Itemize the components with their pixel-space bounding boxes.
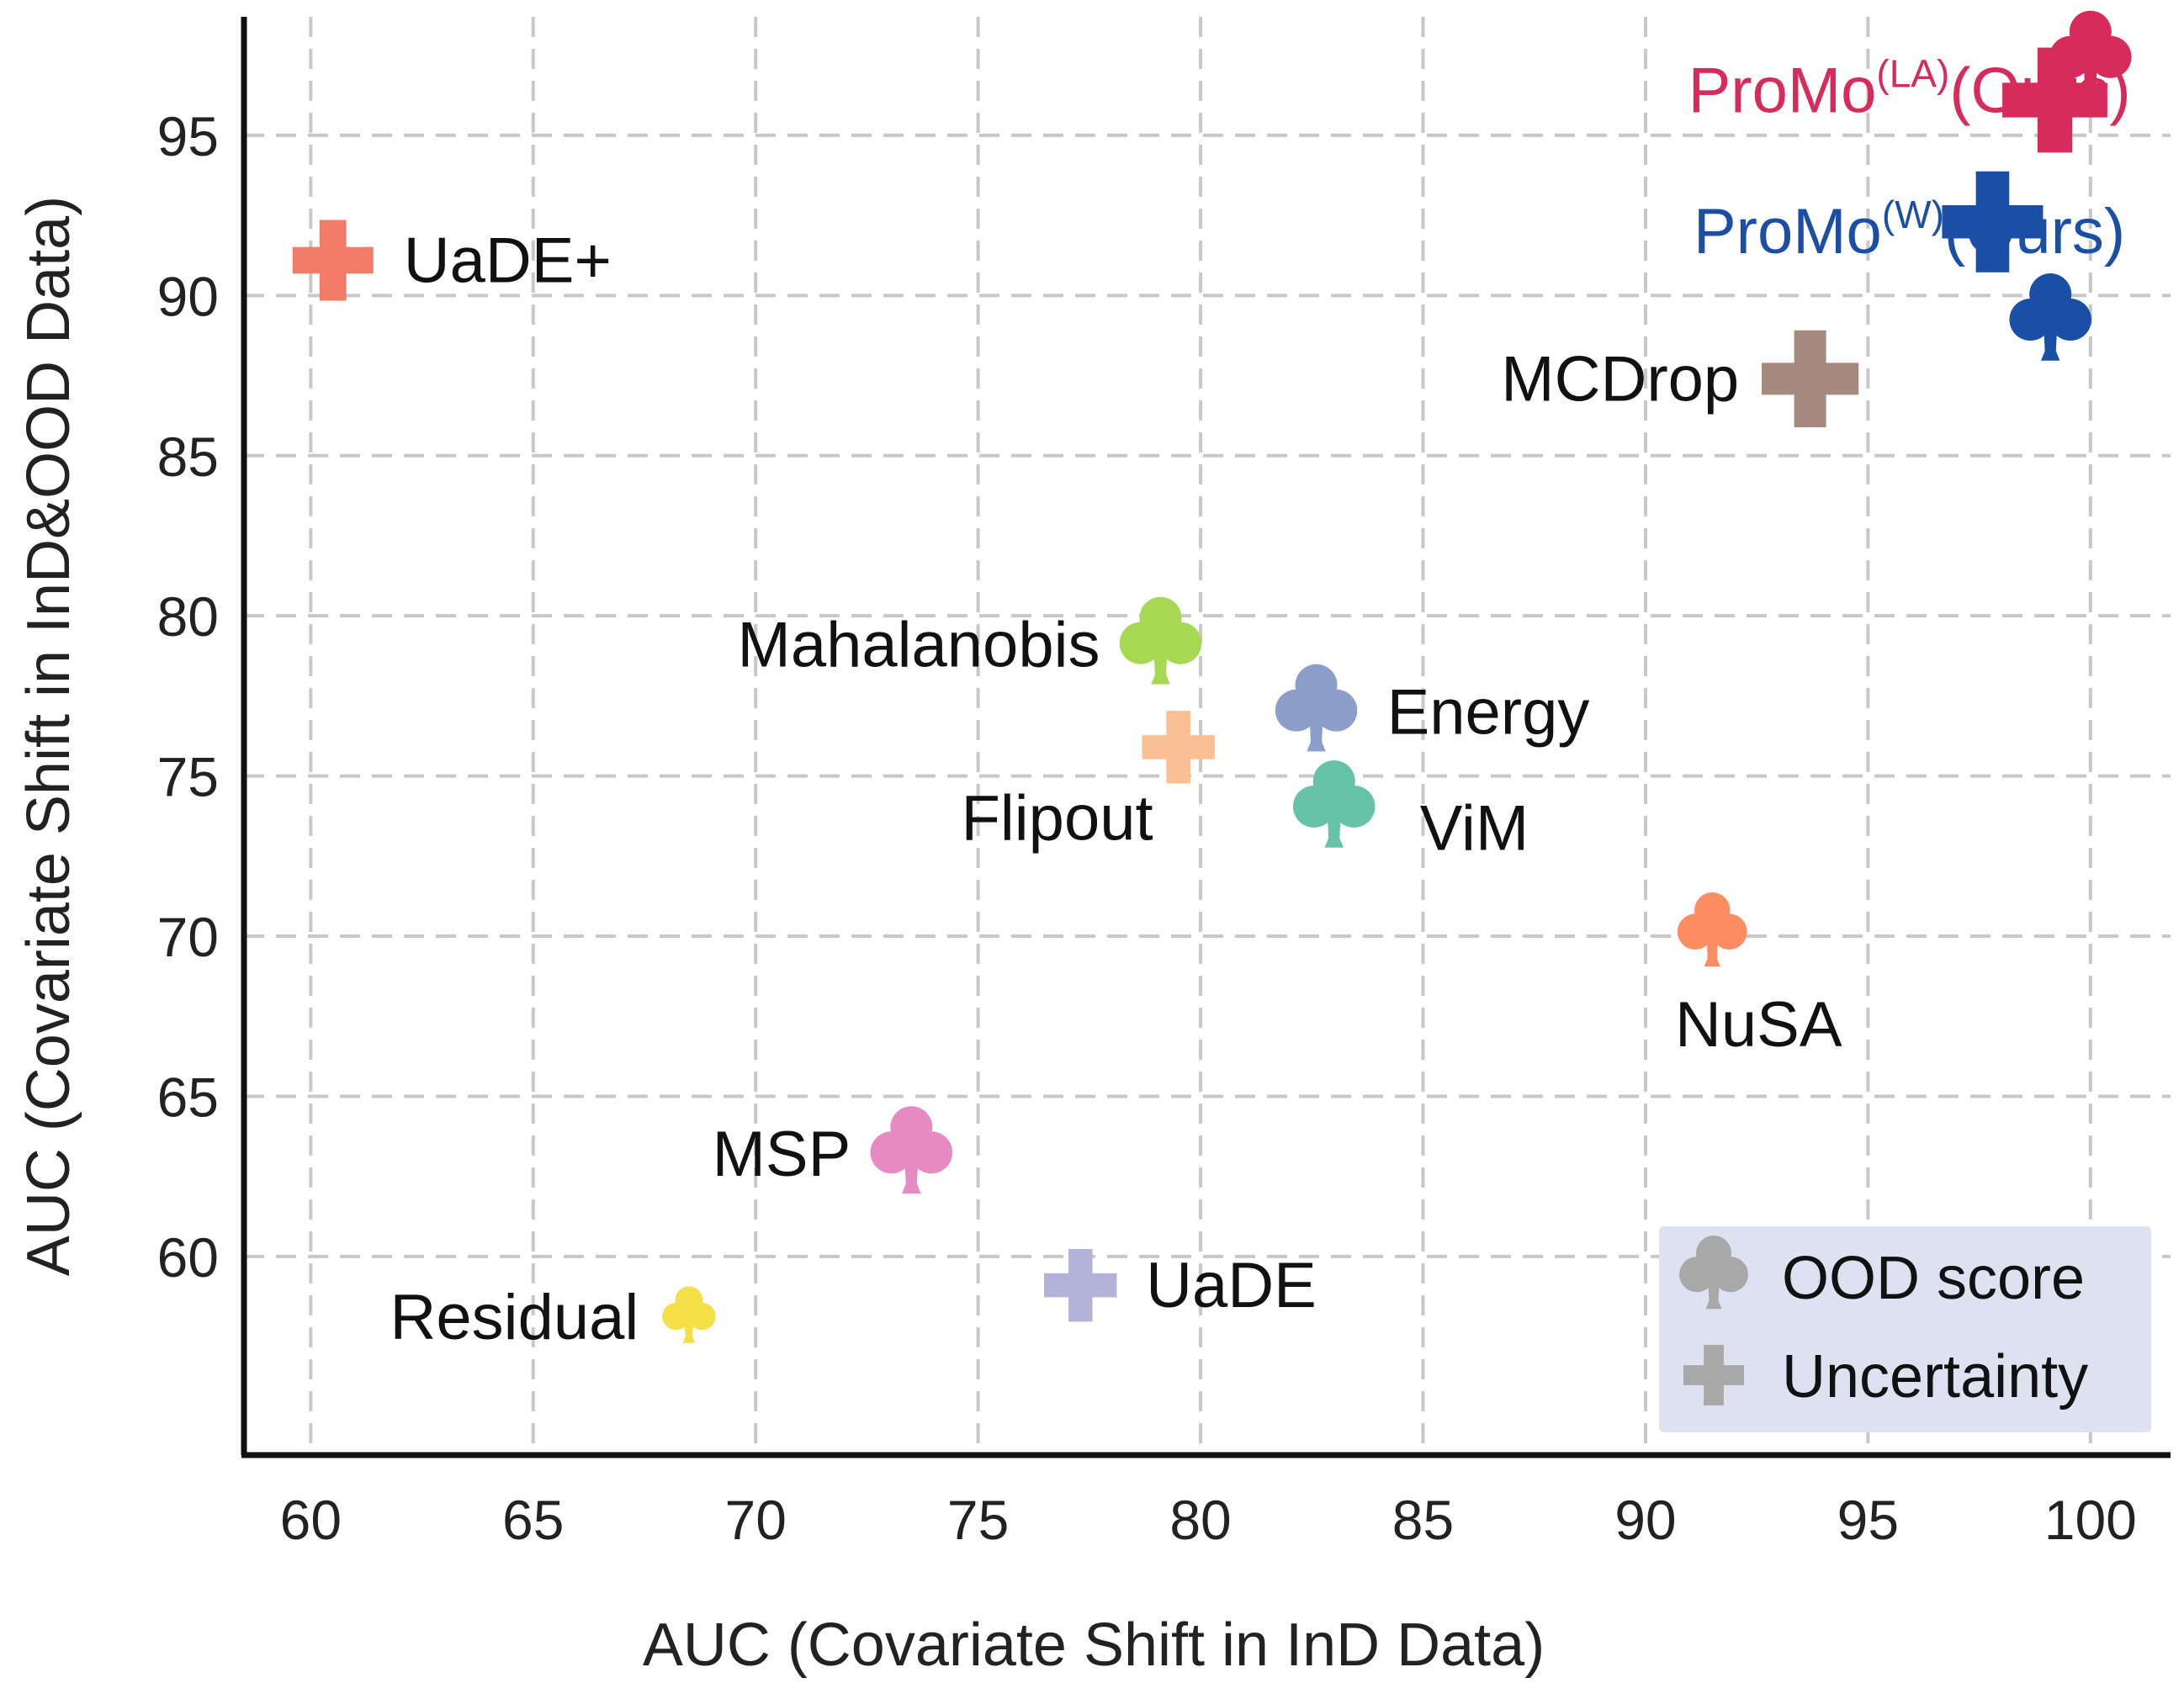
y-tick-label: 60 (157, 1226, 219, 1289)
mcdrop-plus-marker (1762, 330, 1859, 427)
point-label: NuSA (1675, 989, 1842, 1061)
x-tick-label: 80 (1169, 1489, 1231, 1551)
point-label: Residual (390, 1282, 639, 1353)
y-tick-labels: 60 65 70 75 80 85 90 95 (157, 105, 219, 1289)
legend-item: Uncertainty (1683, 1343, 2088, 1410)
legend-label: OOD score (1782, 1245, 2085, 1312)
point-label: UaDE (1146, 1250, 1317, 1321)
point-label: Flipout (961, 782, 1153, 854)
residual-club-marker (662, 1286, 716, 1343)
point-labels: UaDE+ MCDrop Mahalanobis Energy Flipout ViM Nu… (390, 225, 1842, 1353)
flipout-plus-marker (1142, 711, 1215, 784)
x-tick-label: 100 (2044, 1489, 2137, 1551)
grid (244, 17, 2171, 1455)
x-tick-label: 90 (1614, 1489, 1676, 1551)
msp-club-marker (870, 1106, 953, 1194)
legend-box (1659, 1226, 2151, 1432)
point-label: MCDrop (1501, 343, 1739, 415)
y-tick-label: 65 (157, 1066, 219, 1128)
data-points (292, 10, 2132, 1343)
legend: OOD score Uncertainty (1659, 1226, 2151, 1432)
point-label: Energy (1387, 676, 1590, 748)
mahalanobis-club-marker (1119, 596, 1202, 685)
annotation-rest: (Ours) (1949, 56, 2130, 127)
y-tick-label: 85 (157, 426, 219, 488)
x-tick-label: 95 (1837, 1489, 1899, 1551)
annotations: ProMo(LA)(Ours)ProMo(W)(Ours) (1688, 52, 2131, 268)
x-tick-label: 70 (724, 1489, 786, 1551)
legend-item: OOD score (1679, 1236, 2085, 1312)
promo-annotation: ProMo(W)(Ours) (1694, 193, 2125, 267)
x-axis-label: AUC (Covariate Shift in InD Data) (643, 1612, 1545, 1679)
x-tick-label: 75 (947, 1489, 1009, 1551)
point-label: Mahalanobis (738, 609, 1100, 680)
x-tick-label: 85 (1392, 1489, 1454, 1551)
annotation-rest: (Ours) (1944, 196, 2125, 267)
point-label: MSP (713, 1119, 851, 1190)
vim-club-marker (1292, 759, 1376, 848)
plus-icon (1683, 1345, 1744, 1405)
annotation-sup: (W) (1882, 193, 1944, 236)
promo-la-plus-marker (2002, 47, 2107, 153)
y-tick-label: 90 (157, 265, 219, 327)
x-tick-label: 65 (502, 1489, 564, 1551)
y-axis-label: AUC (Covariate Shift in InD&OOD Data) (15, 196, 82, 1276)
club-icon (1679, 1236, 1748, 1310)
promo-w-plus-marker (1942, 171, 2044, 273)
point-label: ViM (1420, 793, 1529, 865)
axes (241, 17, 2171, 1458)
y-tick-label: 75 (157, 746, 219, 808)
nusa-club-marker (1677, 892, 1747, 967)
promo-annotation: ProMo(LA)(Ours) (1688, 52, 2131, 127)
uade-plus-marker (292, 220, 374, 301)
annotation-main: ProMo (1694, 196, 1882, 267)
y-tick-label: 70 (157, 906, 219, 968)
annotation-main: ProMo (1688, 56, 1877, 127)
legend-label: Uncertainty (1782, 1343, 2088, 1410)
x-tick-labels: 60 65 70 75 80 85 90 95 100 (280, 1489, 2137, 1551)
point-label: UaDE+ (404, 225, 612, 296)
promo-w-club-marker (2009, 273, 2091, 361)
uade-plus-marker (1044, 1248, 1117, 1322)
annotation-sup: (LA) (1876, 52, 1949, 96)
y-tick-label: 80 (157, 585, 219, 648)
x-tick-label: 60 (280, 1489, 342, 1551)
y-tick-label: 95 (157, 105, 219, 167)
energy-club-marker (1275, 664, 1358, 752)
